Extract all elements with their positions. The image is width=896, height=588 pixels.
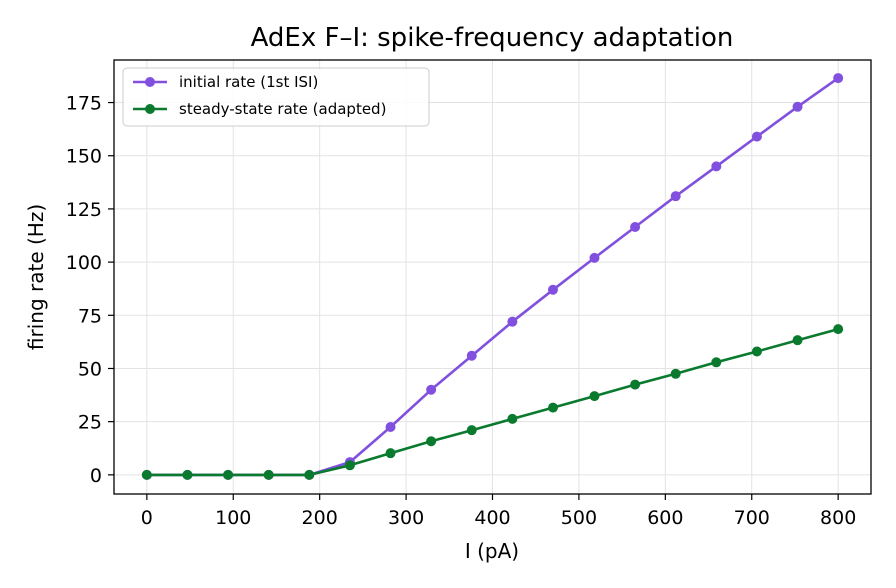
x-tick-label: 300 bbox=[388, 507, 424, 529]
x-tick-label: 200 bbox=[302, 507, 338, 529]
x-tick-label: 500 bbox=[561, 507, 597, 529]
y-tick-label: 75 bbox=[78, 305, 102, 327]
legend-box bbox=[122, 67, 430, 127]
series-1-point bbox=[711, 161, 722, 172]
axes: 0 100 200 300 400 500 600 700 800 0 25 50 75 100 125 15… bbox=[66, 59, 872, 529]
y-tick-label: 25 bbox=[78, 412, 102, 434]
y-tick-label: 0 bbox=[90, 465, 102, 487]
legend: initial rate (1st ISI) steady-state rate … bbox=[122, 67, 430, 127]
x-tick-label: 100 bbox=[215, 507, 251, 529]
series-2-point bbox=[792, 335, 803, 346]
series-2-point bbox=[344, 460, 355, 471]
x-axis-label: I (pA) bbox=[465, 539, 519, 563]
series-1-point bbox=[833, 73, 844, 84]
y-tick-label: 125 bbox=[66, 199, 102, 221]
series-2-point bbox=[751, 346, 762, 357]
series-2-point bbox=[711, 357, 722, 368]
series-1-point bbox=[630, 222, 641, 233]
x-tick-label: 600 bbox=[647, 507, 683, 529]
series-2-point bbox=[426, 436, 437, 447]
series-2-point bbox=[547, 402, 558, 413]
series-2-point bbox=[833, 324, 844, 335]
series-1-point bbox=[792, 101, 803, 112]
legend-label-1: initial rate (1st ISI) bbox=[179, 73, 318, 91]
series-2-point bbox=[385, 448, 396, 459]
y-tick-label: 50 bbox=[78, 358, 102, 380]
series-1-point bbox=[466, 350, 477, 361]
series-2-point bbox=[182, 469, 193, 480]
x-tick-label: 800 bbox=[820, 507, 856, 529]
series-1-point bbox=[670, 191, 681, 202]
x-tick-label: 400 bbox=[474, 507, 510, 529]
y-axis-label: firing rate (Hz) bbox=[24, 204, 48, 350]
y-tick-label: 175 bbox=[66, 93, 102, 115]
x-tick-label: 0 bbox=[141, 507, 153, 529]
series-2-point bbox=[263, 469, 274, 480]
series-2-point bbox=[670, 368, 681, 379]
grid bbox=[114, 60, 871, 494]
legend-marker-2 bbox=[145, 104, 155, 114]
series-1-point bbox=[507, 316, 518, 327]
y-tick-label: 100 bbox=[66, 252, 102, 274]
legend-label-2: steady-state rate (adapted) bbox=[179, 100, 386, 118]
series-2-point bbox=[466, 425, 477, 436]
series-layer bbox=[141, 73, 844, 480]
series-line-2 bbox=[146, 327, 839, 477]
series-1-point bbox=[385, 421, 396, 432]
series-2-point bbox=[630, 379, 641, 390]
series-2-point bbox=[507, 413, 518, 424]
series-2-point bbox=[141, 469, 152, 480]
series-2-point bbox=[304, 469, 315, 480]
series-1-point bbox=[547, 284, 558, 295]
legend-marker-1 bbox=[145, 77, 155, 87]
series-1-point bbox=[426, 384, 437, 395]
series-1-point bbox=[751, 131, 762, 142]
x-tick-label: 700 bbox=[734, 507, 770, 529]
series-2-point bbox=[589, 391, 600, 402]
series-2-point bbox=[223, 469, 234, 480]
chart-title: AdEx F–I: spike-frequency adaptation bbox=[251, 23, 734, 53]
y-tick-label: 150 bbox=[66, 146, 102, 168]
series-1-point bbox=[589, 252, 600, 263]
